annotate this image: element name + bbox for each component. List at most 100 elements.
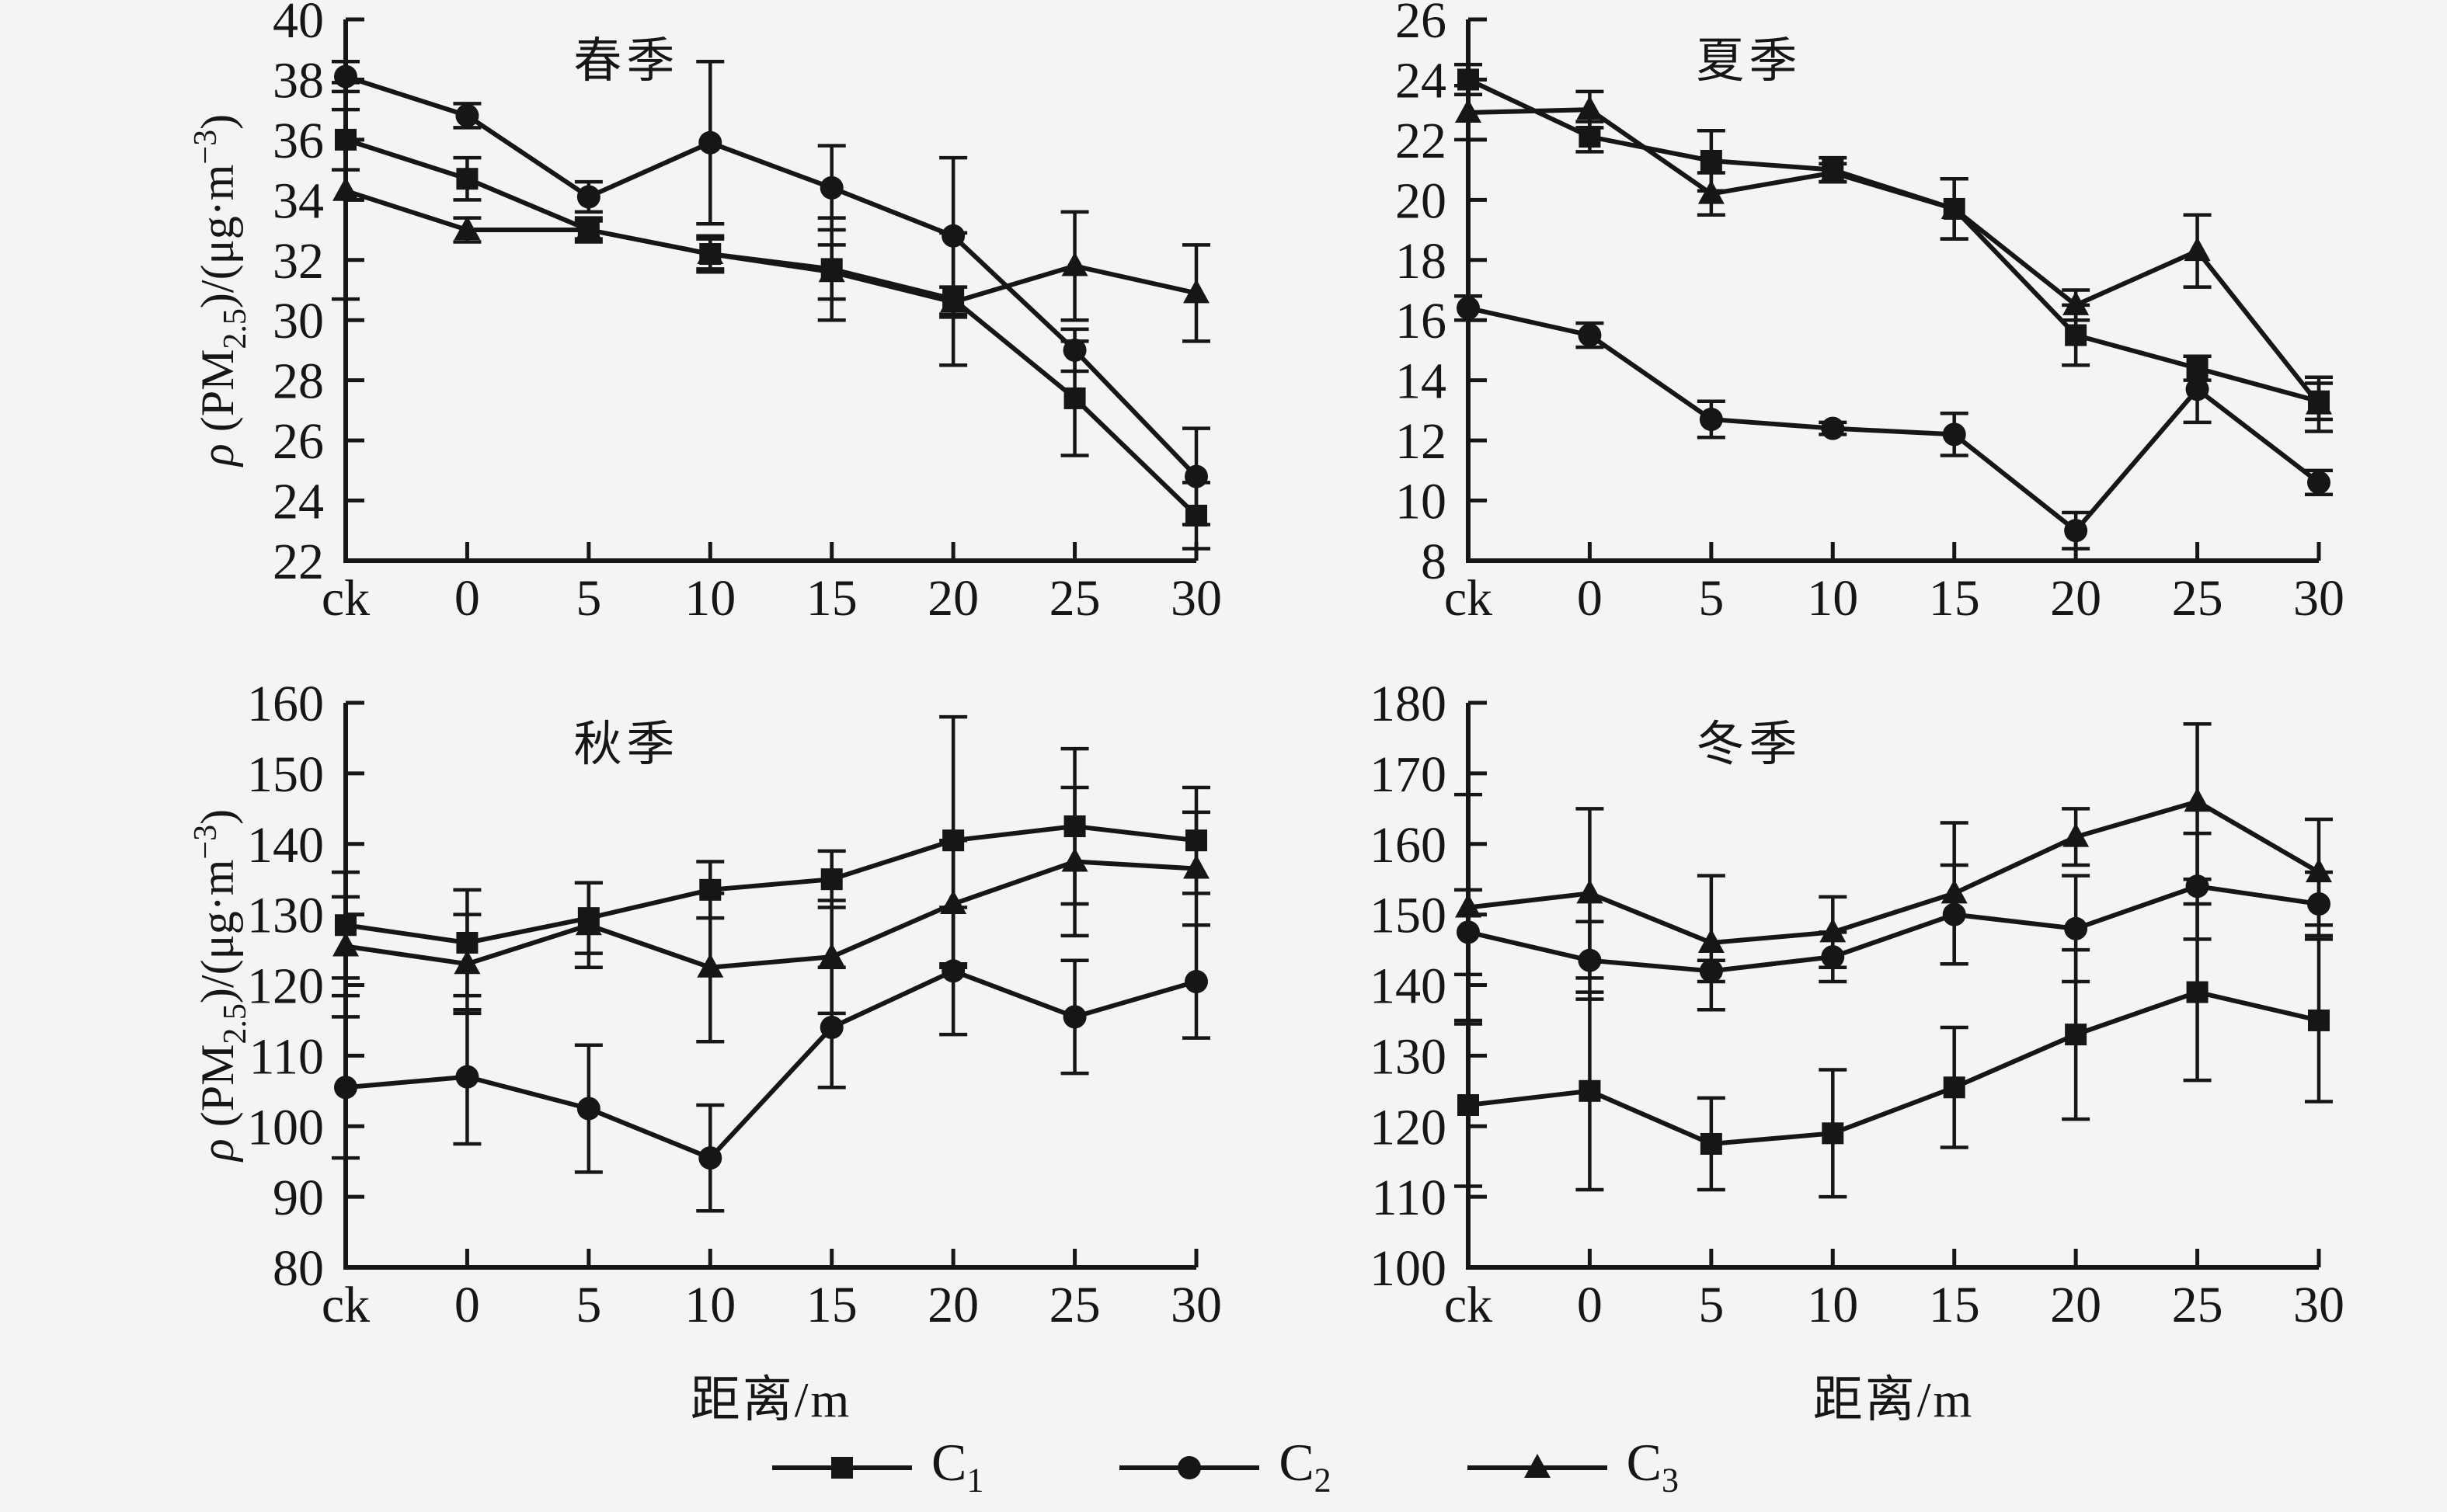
series-marker-c2 [1063, 338, 1087, 362]
legend-label: C3 [1626, 1432, 1679, 1500]
y-tick-label: 22 [273, 534, 324, 590]
x-tick-label: 0 [454, 1277, 480, 1333]
series-marker-c1 [942, 829, 965, 852]
series-marker-c3 [1941, 194, 1968, 219]
series-marker-c3 [575, 216, 602, 241]
series-marker-c3 [1941, 879, 1968, 904]
x-tick-label: 5 [576, 1277, 601, 1333]
x-axis-label: 距离/m [1813, 1372, 1975, 1421]
legend-label: C2 [1279, 1432, 1331, 1500]
y-tick-label: 26 [273, 413, 324, 470]
series-marker-c3 [575, 911, 602, 936]
series-line-c2 [1467, 884, 2320, 974]
y-tick-label: 18 [1395, 233, 1446, 290]
y-tick-label: 14 [1395, 353, 1446, 410]
series-marker-c3 [1697, 179, 1725, 204]
y-tick-label: 150 [247, 746, 324, 803]
series-marker-c3 [454, 216, 481, 241]
series-marker-c2 [1699, 408, 1723, 432]
series-marker-c3 [2306, 390, 2332, 415]
series-marker-c1 [1457, 68, 1479, 91]
series-marker-c3 [697, 953, 724, 978]
series-line-c3 [345, 188, 1197, 305]
series-line-c2 [1467, 305, 2320, 534]
y-tick-label: 130 [247, 888, 324, 944]
x-tick-label: 30 [2293, 570, 2344, 627]
x-tick-label: 30 [1171, 1277, 1222, 1333]
y-tick-label: 120 [1370, 1099, 1446, 1156]
panel-title: 春季 [573, 35, 679, 88]
panel-title: 冬季 [1696, 718, 1801, 771]
series-line-c1 [1467, 989, 2320, 1147]
x-tick-label: ck [322, 570, 370, 627]
x-tick-label: 20 [928, 1277, 979, 1333]
series-marker-c2 [1821, 945, 1845, 969]
series-marker-c3 [1455, 893, 1481, 918]
series-marker-c1 [2065, 324, 2087, 346]
series-marker-c2 [1457, 296, 1480, 320]
series-marker-c1 [1700, 1132, 1722, 1155]
series-marker-c3 [2062, 290, 2090, 315]
series-marker-c3 [818, 943, 845, 968]
series-marker-c3 [1576, 879, 1603, 904]
series-marker-c2 [820, 176, 844, 200]
series-marker-c3 [1455, 99, 1481, 123]
series-marker-c1 [2186, 981, 2209, 1003]
y-tick-label: 22 [1395, 113, 1446, 169]
series-marker-c2 [576, 185, 600, 209]
y-tick-label: 180 [1370, 676, 1446, 732]
series-marker-c1 [1822, 1122, 1844, 1145]
x-axis-label: 距离/m [691, 1372, 852, 1421]
series-marker-c1 [1700, 149, 1722, 172]
legend-square-icon [830, 1456, 853, 1479]
series-marker-c1 [1457, 1093, 1479, 1116]
series-line-c3 [1467, 107, 2321, 406]
series-marker-c3 [332, 176, 359, 201]
x-tick-label: 20 [2050, 570, 2101, 627]
y-tick-label: 28 [273, 353, 324, 410]
series-marker-c2 [1578, 948, 1602, 972]
chart-grid: 22 24 26 28 30 32 34 36 38 40 ck 0 5 10 15 20 25 30 春季 ρ (P… [188, 0, 2344, 1421]
series-marker-c2 [2064, 519, 2088, 543]
y-tick-label: 24 [273, 474, 324, 530]
series-marker-c3 [2184, 237, 2211, 262]
series-marker-c2 [820, 1016, 844, 1040]
series-marker-c3 [2184, 787, 2211, 812]
series-marker-c2 [455, 1065, 479, 1089]
legend-label: C1 [931, 1432, 984, 1500]
series-marker-c2 [942, 959, 966, 983]
y-tick-label: 32 [273, 233, 324, 290]
series-marker-c2 [2185, 874, 2209, 899]
series-marker-c2 [2307, 892, 2330, 916]
x-tick-label: 15 [806, 1277, 858, 1333]
series-marker-c3 [940, 287, 967, 312]
y-tick-label: 140 [1370, 958, 1446, 1015]
series-marker-c2 [1457, 920, 1480, 944]
series-marker-c3 [1697, 928, 1725, 953]
x-tick-label: 10 [684, 1277, 736, 1333]
y-tick-label: 160 [1370, 817, 1446, 874]
x-tick-label: 10 [684, 570, 736, 627]
series-marker-c3 [1183, 854, 1210, 879]
y-tick-label: 12 [1395, 413, 1446, 470]
legend-item-c2: C2 [1116, 1436, 1331, 1498]
y-tick-label: 110 [1371, 1170, 1446, 1226]
series-marker-c3 [454, 950, 481, 975]
x-tick-label: 5 [576, 570, 601, 627]
x-tick-label: 30 [2293, 1277, 2344, 1333]
series-line-c2 [345, 968, 1197, 1161]
series-marker-c2 [1942, 422, 1966, 447]
series-marker-c1 [2065, 1024, 2087, 1046]
legend: C1 C2 C3 [0, 1421, 2447, 1512]
legend-circle-icon [1178, 1455, 1202, 1479]
panel-title: 夏季 [1696, 35, 1801, 88]
series-marker-c2 [2064, 916, 2088, 940]
series-marker-c1 [2186, 357, 2209, 380]
series-marker-c3 [2306, 858, 2332, 883]
x-tick-label: 15 [1929, 1277, 1980, 1333]
legend-marker-triangle [1467, 1453, 1607, 1478]
series-line-c3 [1467, 798, 2320, 946]
series-marker-c2 [1185, 464, 1208, 488]
series-marker-c1 [1185, 829, 1207, 852]
series-marker-c2 [2185, 377, 2209, 401]
